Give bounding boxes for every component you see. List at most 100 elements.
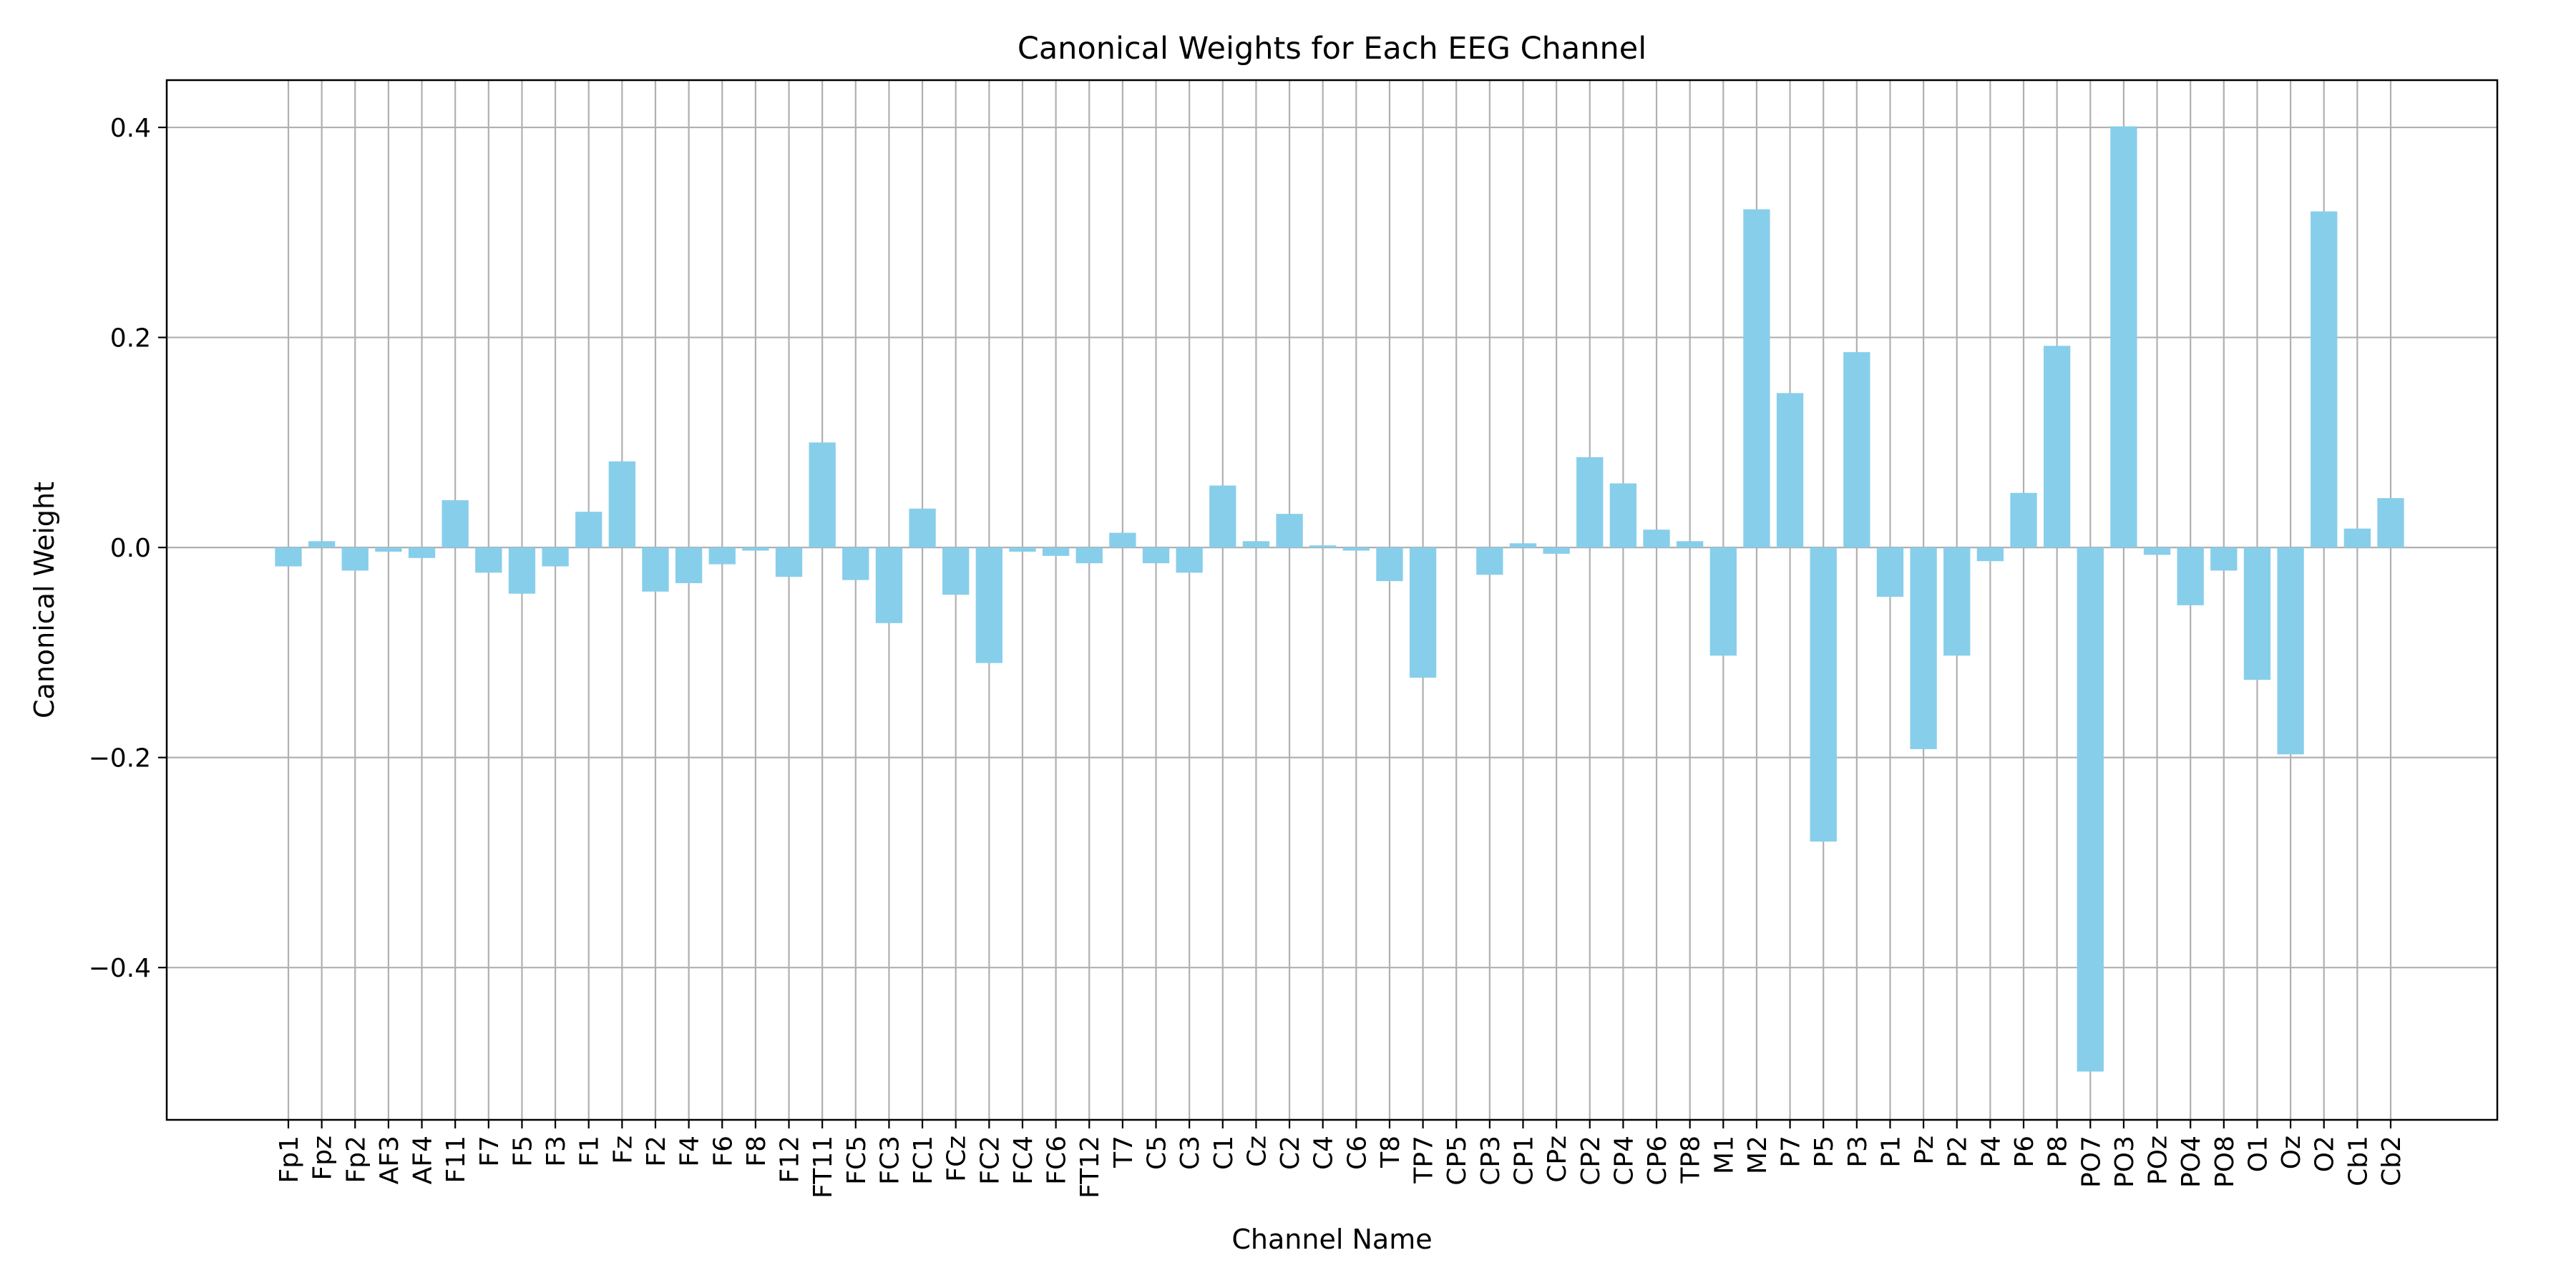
bar-cpz: [1543, 547, 1570, 554]
bar-f3: [542, 547, 569, 567]
bar-po7: [2077, 547, 2104, 1072]
bar-f11: [441, 500, 469, 548]
x-tick-label: FC5: [842, 1136, 872, 1185]
bar-p7: [1776, 393, 1804, 548]
bar-fc4: [1009, 547, 1036, 552]
bar-fc2: [975, 547, 1002, 663]
x-tick-label: T8: [1376, 1136, 1405, 1169]
bar-c4: [1309, 545, 1337, 548]
x-tick-label: Cb1: [2343, 1136, 2373, 1186]
x-tick-label: C6: [1342, 1136, 1372, 1170]
x-tick-label: PO7: [2077, 1136, 2106, 1188]
x-tick-label: C4: [1309, 1136, 1339, 1170]
bar-m2: [1743, 209, 1770, 548]
x-tick-label: F1: [575, 1136, 605, 1167]
x-tick-label: O1: [2243, 1136, 2273, 1172]
x-tick-label: FC3: [875, 1136, 904, 1185]
x-tick-label: M1: [1709, 1136, 1739, 1174]
x-tick-label: TP8: [1677, 1136, 1706, 1184]
bar-c1: [1209, 485, 1236, 548]
x-tick-label: TP7: [1410, 1136, 1439, 1184]
x-tick-label: P8: [2044, 1136, 2073, 1168]
y-axis-label: Canonical Weight: [29, 482, 60, 718]
x-tick-label: C3: [1176, 1136, 1205, 1170]
bar-c6: [1342, 547, 1370, 551]
x-tick-label: Cz: [1242, 1136, 1272, 1167]
x-tick-label: Fz: [608, 1136, 638, 1164]
bar-f8: [742, 547, 769, 551]
x-tick-label: F5: [508, 1136, 537, 1167]
x-tick-label: Cb2: [2377, 1136, 2406, 1186]
x-tick-label: F7: [475, 1136, 504, 1167]
x-tick-label: T7: [1109, 1136, 1138, 1169]
bar-p8: [2043, 346, 2071, 548]
bar-c5: [1142, 547, 1170, 564]
bar-ft12: [1075, 547, 1103, 564]
x-tick-label: F11: [441, 1136, 471, 1184]
bar-pz: [1910, 547, 1937, 749]
x-tick-label: CP1: [1509, 1136, 1538, 1186]
bar-fc5: [842, 547, 869, 580]
bar-p4: [1976, 547, 2004, 562]
bar-t7: [1109, 532, 1136, 548]
bar-fp2: [341, 547, 369, 571]
bar-po4: [2177, 547, 2204, 605]
x-tick-label: CP2: [1576, 1136, 1606, 1186]
x-tick-label: AF4: [409, 1136, 438, 1184]
bar-p1: [1876, 547, 1904, 597]
y-tick-label: 0.2: [110, 324, 151, 353]
x-tick-label: FC4: [1009, 1136, 1038, 1185]
bar-f7: [475, 547, 502, 573]
bar-ft11: [809, 442, 836, 548]
y-tick-label: 0.4: [110, 114, 151, 143]
x-tick-label: CP4: [1609, 1136, 1639, 1186]
grid-lines: [167, 80, 2497, 1120]
x-tick-label: C1: [1209, 1136, 1239, 1170]
x-tick-label: P2: [1943, 1136, 1973, 1168]
x-tick-label: M2: [1743, 1136, 1772, 1174]
x-tick-label: Pz: [1910, 1136, 1939, 1165]
bar-f12: [775, 547, 803, 577]
x-tick-label: Fpz: [308, 1136, 338, 1180]
x-tick-label: Oz: [2277, 1136, 2306, 1169]
y-tick-label: −0.4: [89, 954, 151, 983]
bar-po8: [2210, 547, 2238, 571]
x-tick-label: CP5: [1443, 1136, 1472, 1186]
bar-f1: [575, 512, 602, 548]
x-tick-label: C5: [1143, 1136, 1172, 1170]
y-tick-label: 0.0: [110, 534, 151, 563]
bar-f4: [675, 547, 703, 584]
x-tick-label: POz: [2144, 1136, 2173, 1185]
x-tick-label: FC6: [1043, 1136, 1072, 1185]
bar-f6: [708, 547, 736, 565]
bars: [275, 126, 2404, 1072]
bar-fc6: [1042, 547, 1070, 556]
x-tick-label: P6: [2010, 1136, 2039, 1168]
bar-cp2: [1576, 457, 1604, 548]
x-tick-label: F6: [708, 1136, 738, 1167]
x-tick-label: Fp2: [341, 1136, 371, 1183]
bar-p6: [2010, 492, 2037, 548]
bar-cb2: [2377, 498, 2404, 548]
x-tick-label: PO8: [2210, 1136, 2240, 1188]
x-tick-label: CP3: [1476, 1136, 1506, 1186]
bar-cz: [1242, 541, 1270, 548]
x-tick-label: F3: [542, 1136, 571, 1167]
x-tick-label: PO4: [2177, 1136, 2206, 1188]
bar-fc1: [909, 508, 936, 548]
x-tick-label: F4: [675, 1136, 705, 1167]
x-tick-label: PO3: [2110, 1136, 2140, 1188]
x-tick-label: C2: [1276, 1136, 1305, 1170]
bar-po3: [2110, 126, 2137, 548]
bar-p3: [1843, 352, 1870, 548]
x-tick-label: O2: [2311, 1136, 2340, 1172]
x-tick-label: Fp1: [275, 1136, 304, 1183]
bar-fpz: [308, 541, 336, 548]
x-tick-label: F8: [742, 1136, 771, 1167]
bar-af3: [375, 547, 402, 552]
x-tick-label: F2: [642, 1136, 671, 1167]
bar-fc3: [875, 547, 903, 623]
chart-title: Canonical Weights for Each EEG Channel: [1018, 31, 1646, 67]
